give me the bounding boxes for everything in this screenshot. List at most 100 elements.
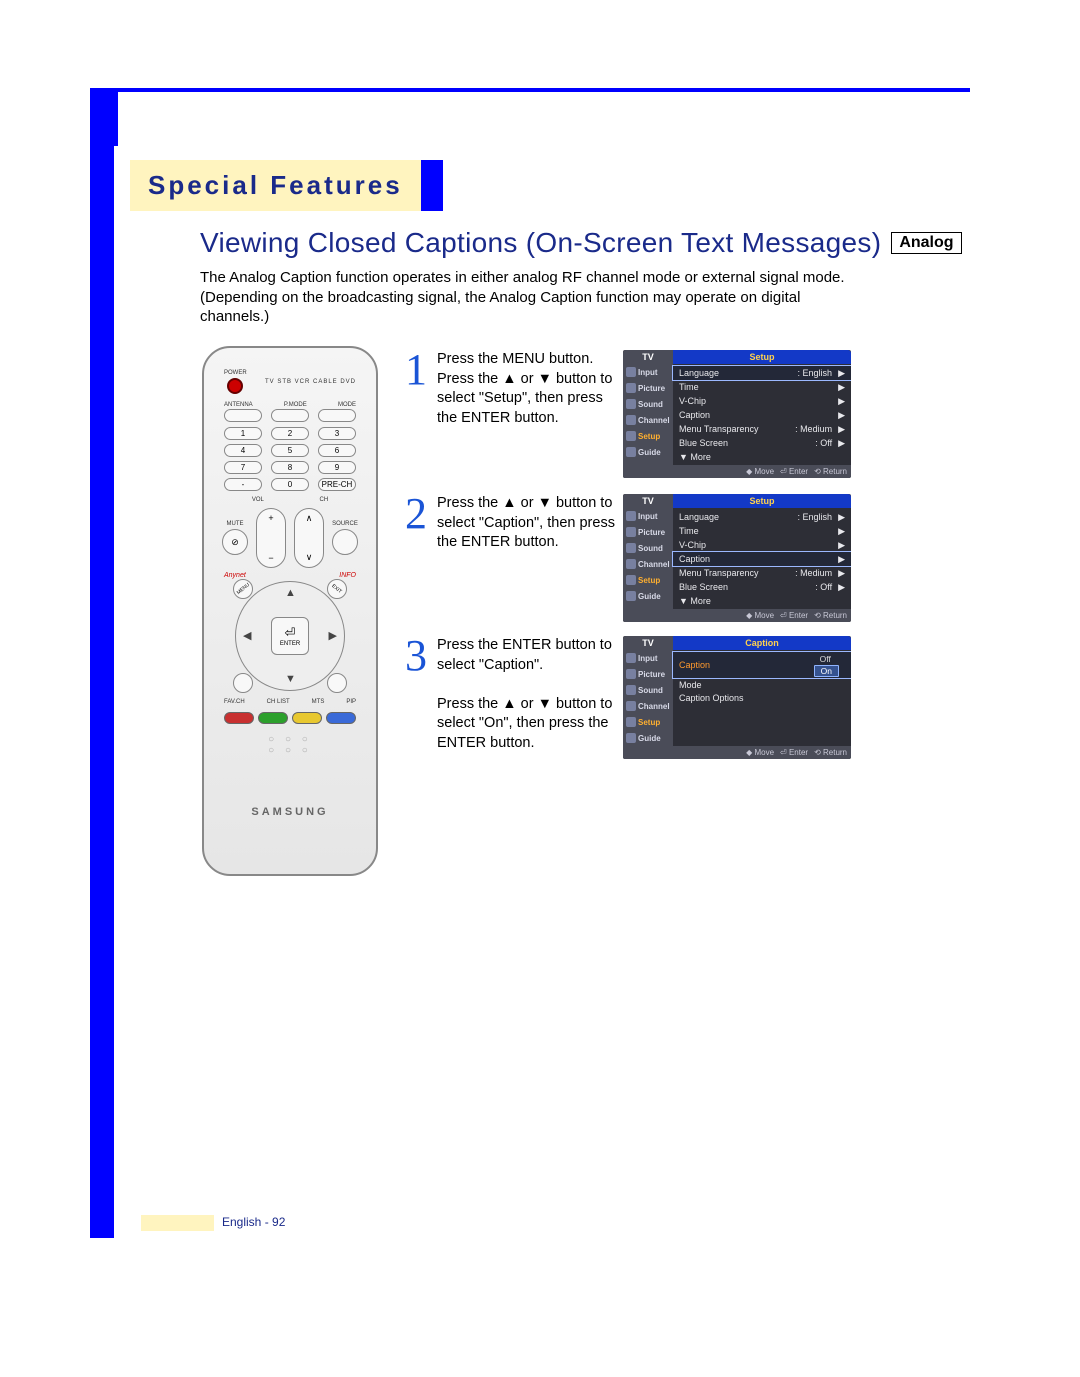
osd-row[interactable]: Language: English▶ bbox=[673, 510, 851, 524]
osd-side-guide[interactable]: Guide bbox=[623, 444, 673, 460]
step-1-number: 1 bbox=[405, 350, 431, 478]
osd-side-sound[interactable]: Sound bbox=[623, 396, 673, 412]
osd-side-guide[interactable]: Guide bbox=[623, 730, 673, 746]
osd-footer: ◆ Move⏎ Enter⟲ Return bbox=[623, 746, 851, 759]
osd-side-setup[interactable]: Setup bbox=[623, 428, 673, 444]
exit-button[interactable]: EXIT bbox=[327, 579, 347, 599]
remote-key-7[interactable]: 7 bbox=[224, 461, 262, 474]
step-3-text: Press the ENTER button to select "Captio… bbox=[437, 636, 617, 759]
osd-row[interactable]: Blue Screen: Off▶ bbox=[673, 580, 851, 594]
osd-side-setup[interactable]: Setup bbox=[623, 572, 673, 588]
favch-label: FAV.CH bbox=[224, 699, 245, 705]
osd-row[interactable]: Language: English▶ bbox=[673, 366, 851, 380]
osd-row[interactable]: Caption Options bbox=[673, 691, 851, 704]
mute-label: MUTE bbox=[227, 521, 244, 527]
remote-key-PRE-CH[interactable]: PRE-CH bbox=[318, 478, 356, 491]
osd-title: Setup bbox=[673, 350, 851, 364]
osd-side-guide[interactable]: Guide bbox=[623, 588, 673, 604]
remote-key-5[interactable]: 5 bbox=[271, 444, 309, 457]
remote-control: POWER TV STB VCR CABLE DVD ANTENNA P.MOD… bbox=[202, 346, 378, 876]
footer-accent bbox=[141, 1215, 214, 1231]
osd-row[interactable]: CaptionOffOn bbox=[673, 652, 851, 678]
remote-key-4[interactable]: 4 bbox=[224, 444, 262, 457]
osd-setup-2: TV Setup InputPictureSoundChannelSetupGu… bbox=[623, 494, 851, 622]
osd-side-picture[interactable]: Picture bbox=[623, 666, 673, 682]
osd-side-channel[interactable]: Channel bbox=[623, 698, 673, 714]
osd-footer: ◆ Move⏎ Enter⟲ Return bbox=[623, 465, 851, 478]
dpad-down[interactable]: ▼ bbox=[285, 673, 296, 685]
osd-side-sound[interactable]: Sound bbox=[623, 682, 673, 698]
osd-row[interactable]: V-Chip▶ bbox=[673, 538, 851, 552]
remote-key-8[interactable]: 8 bbox=[271, 461, 309, 474]
section-header-accent bbox=[421, 160, 443, 211]
osd-side-channel[interactable]: Channel bbox=[623, 412, 673, 428]
diag-br-button[interactable] bbox=[327, 673, 347, 693]
osd-side-picture[interactable]: Picture bbox=[623, 380, 673, 396]
vol-label: VOL bbox=[252, 497, 264, 503]
chlist-label: CH LIST bbox=[267, 699, 290, 705]
osd-side-input[interactable]: Input bbox=[623, 508, 673, 524]
osd-side-channel[interactable]: Channel bbox=[623, 556, 673, 572]
mute-button[interactable]: ⊘ bbox=[222, 529, 248, 555]
title-row: Viewing Closed Captions (On-Screen Text … bbox=[200, 227, 962, 259]
step-2-text: Press the ▲ or ▼ button to select "Capti… bbox=[437, 494, 617, 622]
osd-row[interactable]: Time▶ bbox=[673, 380, 851, 394]
color-button-0[interactable] bbox=[224, 712, 254, 724]
osd-row[interactable]: Caption▶ bbox=[673, 408, 851, 422]
remote-key-1[interactable]: 1 bbox=[224, 427, 262, 440]
dpad-right[interactable]: ▶ bbox=[329, 629, 337, 642]
osd-side-input[interactable]: Input bbox=[623, 650, 673, 666]
color-button-1[interactable] bbox=[258, 712, 288, 724]
osd-row[interactable]: Blue Screen: Off▶ bbox=[673, 436, 851, 450]
osd-side-input[interactable]: Input bbox=[623, 364, 673, 380]
remote-key-3[interactable]: 3 bbox=[318, 427, 356, 440]
osd-side-sound[interactable]: Sound bbox=[623, 540, 673, 556]
osd-row[interactable]: Menu Transparency: Medium▶ bbox=[673, 566, 851, 580]
color-button-2[interactable] bbox=[292, 712, 322, 724]
osd-side-picture[interactable]: Picture bbox=[623, 524, 673, 540]
channel-rocker[interactable]: ∧∨ bbox=[294, 508, 324, 568]
color-button-3[interactable] bbox=[326, 712, 356, 724]
osd-row[interactable]: Mode bbox=[673, 678, 851, 691]
osd-title: Caption bbox=[673, 636, 851, 650]
osd-row[interactable]: Menu Transparency: Medium▶ bbox=[673, 422, 851, 436]
remote-key-9[interactable]: 9 bbox=[318, 461, 356, 474]
osd-row[interactable]: ▼ More bbox=[673, 594, 851, 607]
section-header: Special Features bbox=[130, 160, 443, 211]
remote-key-6[interactable]: 6 bbox=[318, 444, 356, 457]
remote-dots: ○ ○ ○○ ○ ○ bbox=[214, 726, 366, 758]
remote-key-2[interactable]: 2 bbox=[271, 427, 309, 440]
power-label: POWER bbox=[224, 370, 247, 376]
step-3-number: 3 bbox=[405, 636, 431, 759]
osd-row[interactable]: Caption▶ bbox=[673, 552, 851, 566]
power-button[interactable] bbox=[227, 378, 243, 394]
enter-button[interactable]: ⏎ ENTER bbox=[271, 617, 309, 655]
pip-label: PIP bbox=[346, 699, 356, 705]
antenna-button[interactable] bbox=[224, 409, 262, 422]
section-header-label: Special Features bbox=[130, 160, 421, 211]
osd-footer: ◆ Move⏎ Enter⟲ Return bbox=[623, 609, 851, 622]
mode-button[interactable] bbox=[318, 409, 356, 422]
osd-side-setup[interactable]: Setup bbox=[623, 714, 673, 730]
remote-key--[interactable]: - bbox=[224, 478, 262, 491]
page-title: Viewing Closed Captions (On-Screen Text … bbox=[200, 227, 881, 259]
osd-row[interactable]: V-Chip▶ bbox=[673, 394, 851, 408]
step-3: 3 Press the ENTER button to select "Capt… bbox=[405, 636, 865, 759]
dpad-up[interactable]: ▲ bbox=[285, 587, 296, 599]
page-number: English - 92 bbox=[222, 1215, 285, 1229]
osd-row[interactable]: ▼ More bbox=[673, 450, 851, 463]
menu-button[interactable]: MENU bbox=[233, 579, 253, 599]
source-device-labels: TV STB VCR CABLE DVD bbox=[265, 379, 356, 385]
left-rail bbox=[94, 92, 114, 1238]
osd-row[interactable]: Time▶ bbox=[673, 524, 851, 538]
volume-rocker[interactable]: +− bbox=[256, 508, 286, 568]
dpad-left[interactable]: ◀ bbox=[243, 629, 251, 642]
osd-title: Setup bbox=[673, 494, 851, 508]
diag-bl-button[interactable] bbox=[233, 673, 253, 693]
pmode-label: P.MODE bbox=[284, 402, 307, 408]
osd-tv-label: TV bbox=[623, 636, 673, 650]
remote-key-0[interactable]: 0 bbox=[271, 478, 309, 491]
pmode-button[interactable] bbox=[271, 409, 309, 422]
source-button[interactable] bbox=[332, 529, 358, 555]
intro-paragraph: The Analog Caption function operates in … bbox=[200, 268, 860, 327]
